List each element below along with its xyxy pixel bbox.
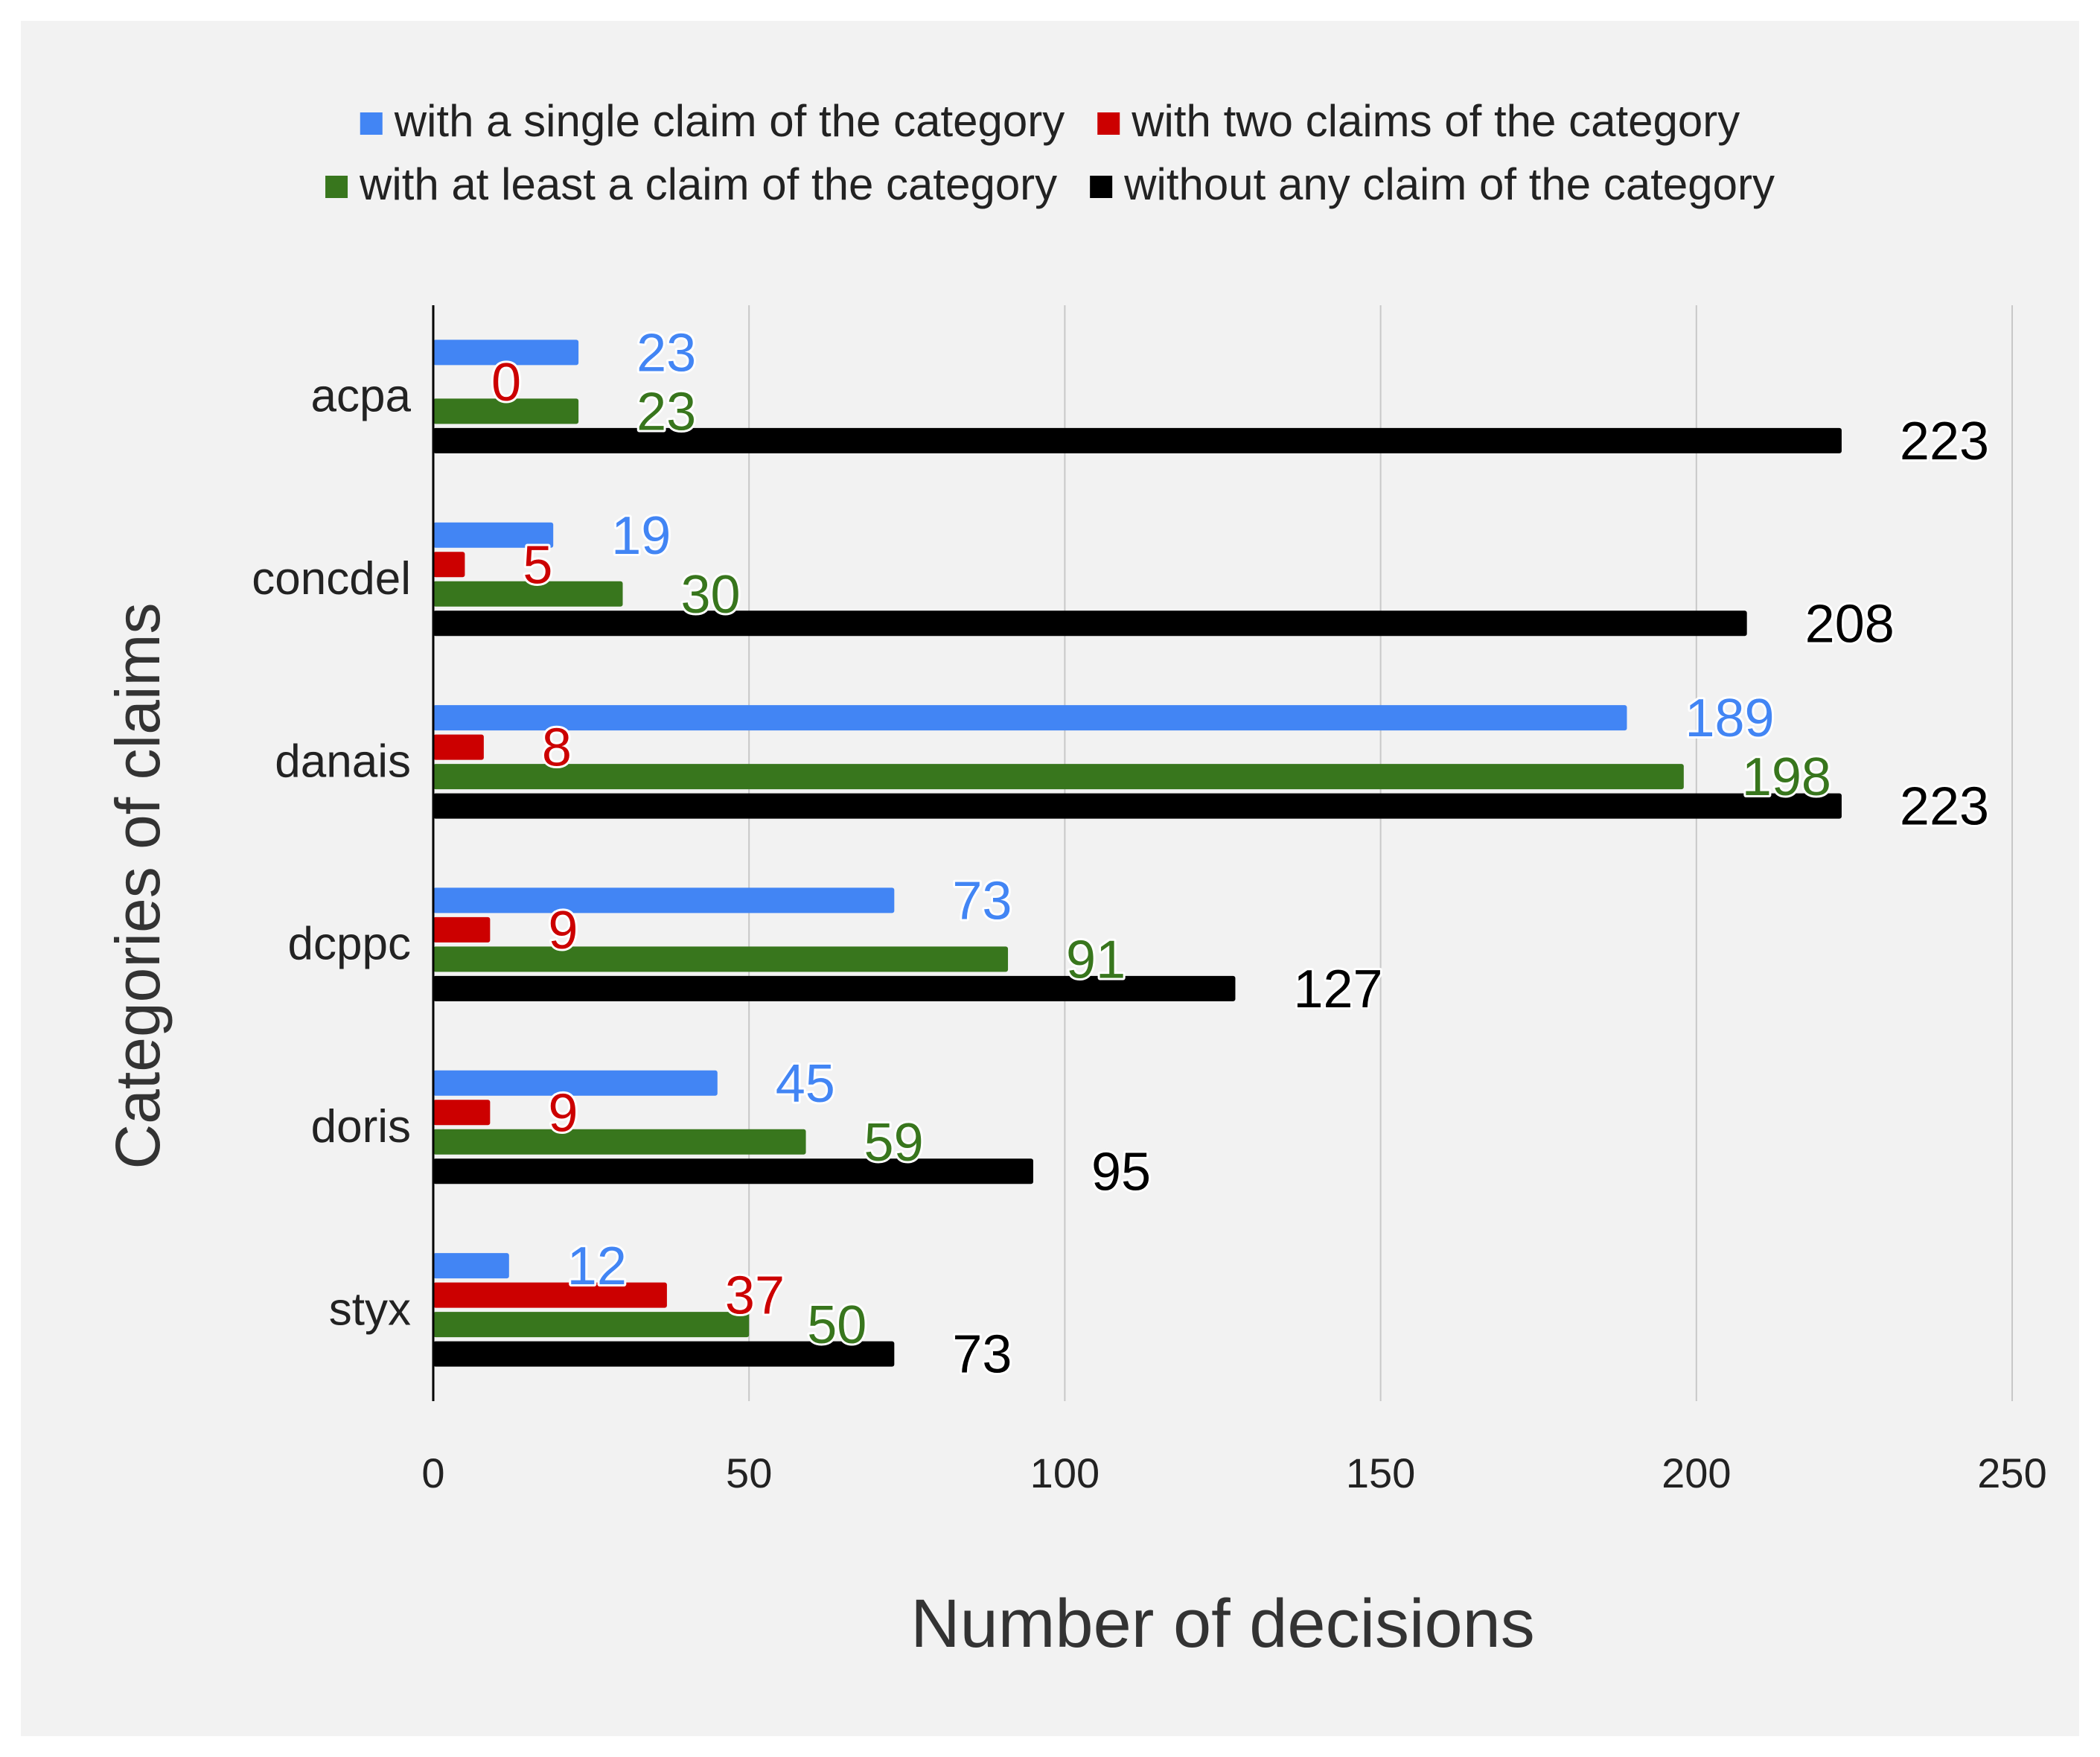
- data-label-concdel-series-2: 5: [523, 535, 552, 595]
- bar-acpa-series-3: [433, 398, 579, 424]
- data-label-doris-series-2: 9: [548, 1083, 578, 1143]
- data-labels: 23 0 23 223 19 5 30 208 189 8 198 223 73 9 91 127 45 9 59 9…: [489, 321, 1991, 1386]
- data-label-danais-series-3: 198: [1742, 747, 1831, 807]
- gridlines: [748, 305, 2013, 1401]
- data-label-dcppc-series-1: 73: [952, 871, 1012, 931]
- legend: with a single claim of the category with …: [325, 96, 1775, 209]
- chart-background: [21, 21, 2079, 1736]
- category-label-acpa: acpa: [311, 371, 412, 422]
- x-axis-title: Number of decisions: [910, 1586, 1535, 1662]
- data-label-styx-series-4: 73: [952, 1325, 1012, 1385]
- data-label-acpa-series-2: 0: [491, 353, 521, 412]
- bar-styx-series-2: [433, 1282, 667, 1308]
- category-label-styx: styx: [329, 1284, 411, 1335]
- legend-swatch-2: [1097, 112, 1120, 135]
- bar-concdel-series-2: [433, 552, 465, 578]
- legend-row-2: with at least a claim of the category wit…: [325, 159, 1775, 209]
- bar-danais-series-1: [433, 705, 1627, 731]
- data-label-concdel-series-4: 208: [1805, 594, 1895, 654]
- data-label-concdel-series-3: 30: [681, 565, 741, 625]
- x-tick-label: 200: [1662, 1450, 1731, 1496]
- x-axis-ticks: 0 50 100 150 200 250: [421, 1450, 2046, 1496]
- legend-row-1: with a single claim of the category with …: [360, 96, 1740, 146]
- data-label-doris-series-1: 45: [776, 1054, 835, 1114]
- x-tick-label: 0: [421, 1450, 444, 1496]
- bar-styx-series-3: [433, 1312, 750, 1338]
- data-label-acpa-series-1: 23: [636, 323, 696, 383]
- legend-label-4: without any claim of the category: [1123, 159, 1775, 209]
- bar-dcppc-series-4: [433, 975, 1236, 1001]
- data-label-danais-series-1: 189: [1685, 689, 1774, 748]
- bar-doris-series-4: [433, 1158, 1033, 1184]
- bar-dcppc-series-1: [433, 887, 895, 913]
- category-label-concdel: concdel: [252, 553, 411, 605]
- data-label-styx-series-1: 12: [567, 1237, 627, 1296]
- bar-dcppc-series-3: [433, 946, 1009, 972]
- x-tick-label: 50: [726, 1450, 772, 1496]
- data-label-acpa-series-3: 23: [636, 382, 696, 441]
- bar-acpa-series-4: [433, 427, 1842, 453]
- bar-acpa-series-1: [433, 339, 579, 366]
- bar-styx-series-1: [433, 1253, 509, 1279]
- category-label-doris: doris: [311, 1101, 411, 1152]
- data-label-doris-series-4: 95: [1091, 1142, 1151, 1202]
- bar-danais-series-3: [433, 764, 1684, 790]
- bar-danais-series-4: [433, 793, 1842, 819]
- bar-doris-series-2: [433, 1100, 491, 1126]
- data-label-dcppc-series-3: 91: [1066, 930, 1126, 989]
- data-label-acpa-series-4: 223: [1900, 412, 1989, 471]
- data-label-styx-series-3: 50: [807, 1295, 867, 1355]
- bar-dcppc-series-2: [433, 916, 491, 943]
- category-label-dcppc: dcppc: [288, 919, 411, 970]
- x-tick-label: 100: [1030, 1450, 1100, 1496]
- bar-concdel-series-3: [433, 581, 623, 607]
- legend-label-3: with at least a claim of the category: [359, 159, 1057, 209]
- bars: [433, 339, 1842, 1367]
- legend-swatch-4: [1090, 176, 1113, 198]
- y-axis-categories: acpa concdel danais dcppc doris styx: [252, 371, 411, 1336]
- x-tick-label: 150: [1346, 1450, 1415, 1496]
- y-axis-title: Categories of claims: [103, 603, 173, 1170]
- data-label-danais-series-4: 223: [1900, 777, 1989, 837]
- bar-styx-series-4: [433, 1341, 895, 1367]
- legend-swatch-1: [360, 112, 383, 135]
- legend-label-2: with two claims of the category: [1131, 96, 1740, 146]
- data-label-danais-series-2: 8: [542, 718, 572, 778]
- x-tick-label: 250: [1977, 1450, 2046, 1496]
- legend-swatch-3: [325, 176, 348, 198]
- bar-doris-series-1: [433, 1070, 718, 1096]
- bar-concdel-series-1: [433, 522, 554, 548]
- bar-concdel-series-4: [433, 610, 1747, 637]
- legend-label-1: with a single claim of the category: [394, 96, 1065, 146]
- data-label-concdel-series-1: 19: [611, 506, 671, 566]
- data-label-doris-series-3: 59: [864, 1113, 924, 1173]
- data-label-dcppc-series-4: 127: [1293, 960, 1382, 1019]
- data-label-styx-series-2: 37: [725, 1266, 785, 1326]
- data-label-dcppc-series-2: 9: [548, 901, 578, 960]
- bar-danais-series-2: [433, 734, 484, 760]
- bar-doris-series-3: [433, 1129, 806, 1155]
- category-label-danais: danais: [275, 736, 411, 787]
